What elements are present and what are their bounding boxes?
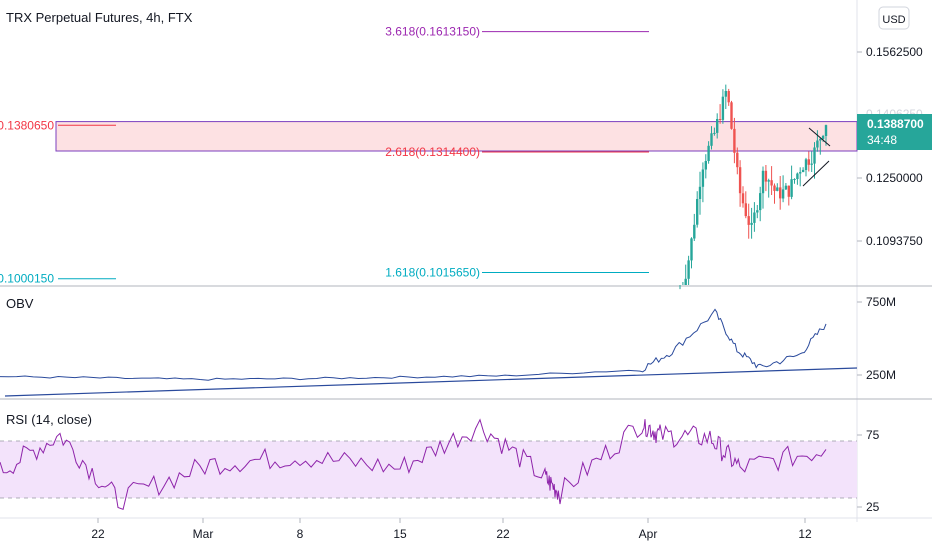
- resistance-zone[interactable]: [55, 121, 858, 152]
- candle-body: [807, 159, 810, 165]
- price-axis: 0.1562500 0.1250000 0.1093750: [857, 45, 923, 248]
- rsi-axis-75: 75: [866, 428, 880, 442]
- candle-body: [801, 169, 805, 173]
- time-tick-label: 22: [91, 527, 105, 541]
- time-tick-label: 15: [393, 527, 407, 541]
- obv-trendline[interactable]: [4, 367, 858, 397]
- current-price-label: 0.1388700: [867, 117, 924, 131]
- candle-body: [793, 179, 796, 180]
- time-axis: 22 Mar 8 15 22 Apr 12: [91, 518, 812, 541]
- fib-levels: 3.618(0.1613150) 2.618(0.1314400) 1.618(0.…: [0, 25, 649, 286]
- candle-body: [724, 91, 727, 97]
- candle-body: [767, 180, 770, 182]
- candle-body: [690, 238, 693, 261]
- candle-body: [824, 125, 828, 136]
- candle-body: [810, 163, 813, 165]
- candle-body: [693, 224, 696, 239]
- candle-body: [821, 136, 825, 139]
- price-tick-label: 0.1093750: [866, 234, 923, 248]
- time-tick-label: Mar: [193, 527, 214, 541]
- currency-button-box: [878, 6, 910, 30]
- chart-title: TRX Perpetual Futures, 4h, FTX: [6, 10, 193, 25]
- candle-body: [819, 138, 822, 141]
- triangle-upper-line[interactable]: [808, 127, 831, 147]
- candle-body: [764, 170, 768, 182]
- obv-axis-250m: 250M: [866, 368, 896, 382]
- currency-button[interactable]: USD: [878, 6, 910, 30]
- candle-body: [781, 189, 785, 199]
- fib-level-label: 1.618(0.1015650): [385, 266, 480, 280]
- time-tick-label: 12: [798, 527, 812, 541]
- candle-body: [747, 216, 750, 225]
- fib-level-label: 2.618(0.1314400): [385, 145, 480, 159]
- candle-body: [704, 161, 707, 170]
- currency-button-label: USD: [882, 14, 905, 26]
- candle-body: [687, 260, 690, 279]
- candle-body: [753, 212, 756, 223]
- candle-body: [721, 96, 725, 120]
- fib-level-label: 3.618(0.1613150): [385, 25, 480, 39]
- candle-body: [790, 179, 793, 197]
- candle-body: [716, 119, 719, 133]
- candle-body: [787, 185, 790, 197]
- candle-body: [730, 102, 733, 129]
- obv-label: OBV: [6, 296, 34, 311]
- candle-body: [776, 187, 779, 191]
- time-tick-label: Apr: [639, 527, 658, 541]
- rsi-label: RSI (14, close): [6, 412, 92, 427]
- candle-body: [696, 199, 699, 225]
- candle-body: [684, 278, 687, 285]
- candle-body: [804, 159, 808, 170]
- price-tick-label: 0.1250000: [866, 171, 923, 185]
- time-tick-label: 8: [297, 527, 304, 541]
- candle-body: [796, 173, 799, 179]
- time-tick-label: 22: [496, 527, 510, 541]
- current-price-badge-bg: [857, 114, 932, 150]
- candle-body: [770, 180, 773, 186]
- candle-body: [773, 185, 776, 191]
- candle-body: [733, 128, 736, 153]
- candle-body: [761, 170, 765, 194]
- current-price-badge: 0.1388700 34:48: [857, 114, 932, 150]
- candle-body: [744, 203, 747, 217]
- candle-body: [701, 169, 705, 187]
- candle-body: [698, 186, 702, 199]
- rsi-axis-25: 25: [866, 500, 880, 514]
- candle-body: [813, 147, 816, 164]
- rsi-band: [0, 441, 857, 498]
- candle-body: [799, 172, 802, 174]
- candle-body: [713, 132, 716, 134]
- candle-body: [759, 193, 762, 211]
- obv-axis-750m: 750M: [866, 295, 896, 309]
- candle-body: [779, 187, 782, 199]
- candle-body: [741, 193, 745, 204]
- candle-body: [718, 119, 722, 120]
- candle-body: [738, 167, 742, 194]
- countdown-label: 34:48: [867, 133, 897, 147]
- price-tick-label: 0.1562500: [866, 45, 923, 59]
- triangle-lower-line[interactable]: [802, 160, 830, 187]
- candle-body: [707, 145, 710, 161]
- candle-body: [816, 140, 819, 148]
- candle-body: [784, 185, 788, 190]
- candle-body: [756, 210, 759, 213]
- rsi-line: [0, 418, 827, 510]
- candle-body: [736, 152, 739, 168]
- candle-body: [710, 133, 713, 146]
- candle-body: [727, 91, 730, 103]
- left-level-label: 0.1380650: [0, 118, 54, 132]
- price-candles: [679, 84, 828, 290]
- obv-line: [0, 308, 827, 381]
- left-level-label: 0.1000150: [0, 272, 54, 286]
- candle-body: [750, 222, 753, 225]
